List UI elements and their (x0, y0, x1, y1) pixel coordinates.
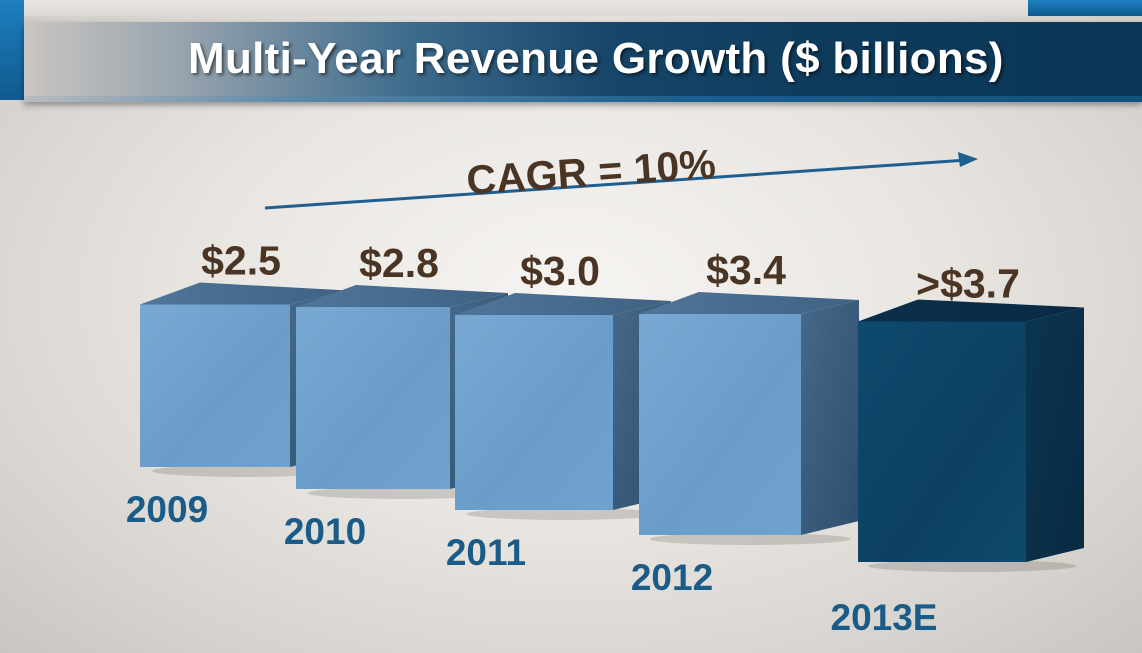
year-label-2011: 2011 (446, 532, 526, 573)
value-label-2009: $2.5 (201, 238, 281, 284)
slide-title: Multi-Year Revenue Growth ($ billions) (188, 34, 1004, 83)
year-label-2009: 2009 (126, 489, 208, 530)
bar-shadow (466, 508, 662, 520)
title-band-underline (24, 96, 1142, 102)
bar-front-face (639, 314, 801, 535)
bar-shadow (307, 487, 499, 499)
cagr-arrow-head (958, 152, 978, 167)
bars-layer (140, 282, 1084, 572)
bar-front-face (455, 315, 613, 510)
bar-shadow (649, 533, 851, 545)
top-strip (0, 0, 1142, 16)
bar-2013E (858, 299, 1084, 562)
value-label-2012: $3.4 (706, 247, 786, 293)
labels-layer: $2.5 2009 $2.8 2010 $3.0 2011 $3.4 2012 >$3.7 201… (126, 238, 1020, 639)
year-label-2010: 2010 (284, 511, 366, 552)
bar-shadow (152, 465, 338, 477)
bar-top-face (858, 299, 1084, 322)
value-label-2013E: >$3.7 (916, 261, 1020, 307)
bar-top-face (455, 293, 671, 315)
bar-front-face (296, 307, 450, 489)
value-label-2011: $3.0 (520, 248, 600, 294)
cagr-arrow-line (264, 159, 961, 210)
title-band (24, 22, 1142, 102)
bar-top-face (296, 285, 508, 307)
value-label-2010: $2.8 (359, 240, 439, 286)
bar-top-face (140, 282, 348, 305)
left-accent-bar (0, 0, 24, 100)
bar-front-face (140, 304, 290, 467)
bar-top-face (639, 292, 859, 314)
year-label-2012: 2012 (631, 557, 713, 598)
bar-2011 (455, 293, 671, 510)
cagr-label: CAGR = 10% (465, 141, 717, 204)
bar-shadow (867, 560, 1077, 572)
right-accent-bar (1028, 0, 1142, 16)
cagr-annotation: CAGR = 10% (264, 141, 978, 210)
bar-2012 (639, 292, 859, 535)
year-label-2013E: 2013E (831, 597, 938, 638)
bar-side-face (801, 300, 859, 535)
bar-front-face (858, 321, 1026, 562)
bar-side-face (1026, 307, 1084, 562)
